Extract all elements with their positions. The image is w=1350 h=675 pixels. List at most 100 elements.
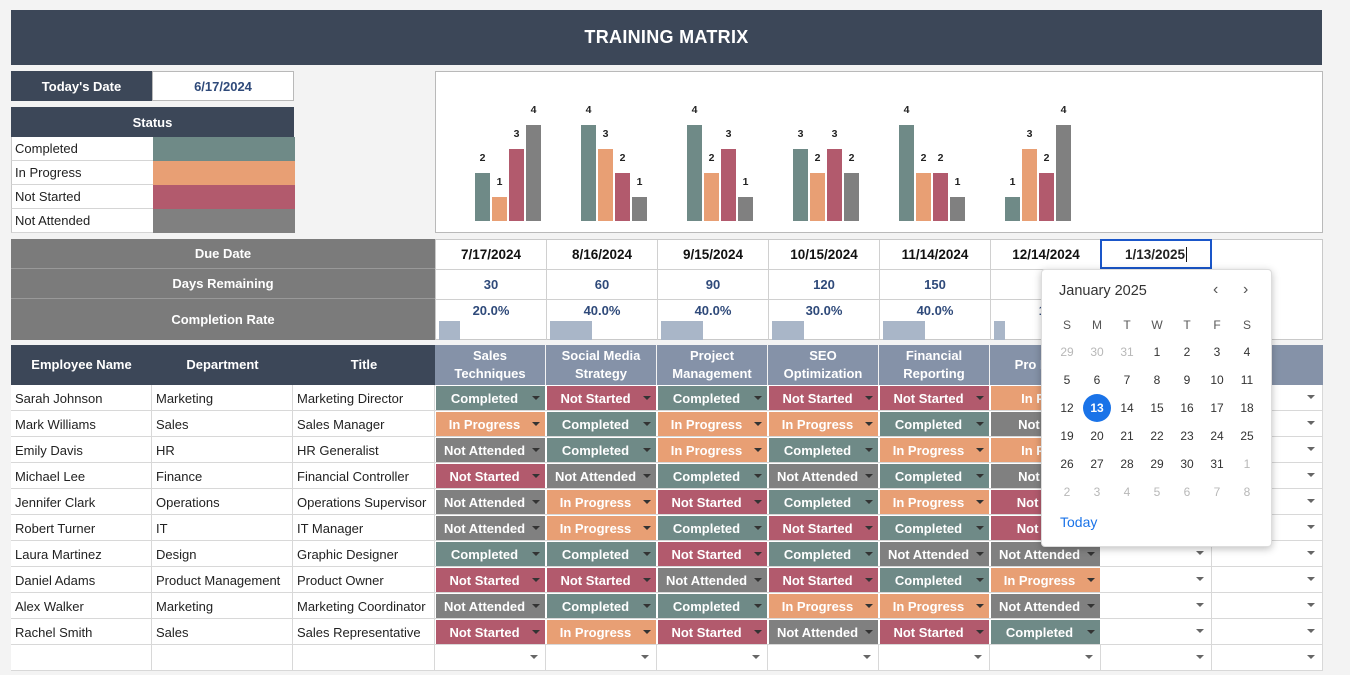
status-dropdown[interactable]: In Progress: [880, 594, 989, 618]
dropdown-arrow-icon[interactable]: [1307, 551, 1315, 555]
calendar-day[interactable]: 11: [1240, 373, 1254, 387]
status-dropdown[interactable]: Completed: [769, 438, 878, 462]
department-cell[interactable]: Marketing: [152, 385, 293, 411]
calendar-day[interactable]: 29: [1060, 345, 1074, 359]
dropdown-arrow-icon[interactable]: [643, 604, 651, 608]
calendar-day[interactable]: 23: [1180, 429, 1194, 443]
dropdown-arrow-icon[interactable]: [532, 448, 540, 452]
calendar-day[interactable]: 8: [1243, 485, 1251, 499]
calendar-day[interactable]: 3: [1213, 345, 1221, 359]
empty-status-cell[interactable]: [1101, 593, 1212, 619]
dropdown-arrow-icon[interactable]: [643, 422, 651, 426]
dropdown-arrow-icon[interactable]: [643, 578, 651, 582]
status-dropdown[interactable]: Not Attended: [436, 438, 545, 462]
dropdown-arrow-icon[interactable]: [530, 655, 538, 659]
calendar-day[interactable]: 5: [1063, 373, 1071, 387]
dropdown-arrow-icon[interactable]: [865, 448, 873, 452]
calendar-day[interactable]: 5: [1153, 485, 1161, 499]
empty-status-cell[interactable]: [879, 645, 990, 671]
employee-name-cell[interactable]: Robert Turner: [11, 515, 152, 541]
dropdown-arrow-icon[interactable]: [1087, 630, 1095, 634]
department-cell[interactable]: Finance: [152, 463, 293, 489]
status-dropdown[interactable]: Completed: [880, 412, 989, 436]
empty-status-cell[interactable]: [657, 645, 768, 671]
status-dropdown[interactable]: In Progress: [547, 516, 656, 540]
calendar-day[interactable]: 4: [1243, 345, 1251, 359]
dropdown-arrow-icon[interactable]: [976, 500, 984, 504]
empty-status-cell[interactable]: [1212, 593, 1323, 619]
department-cell[interactable]: Sales: [152, 619, 293, 645]
department-cell[interactable]: Product Management: [152, 567, 293, 593]
title-cell[interactable]: IT Manager: [293, 515, 435, 541]
title-cell[interactable]: HR Generalist: [293, 437, 435, 463]
calendar-day[interactable]: 2: [1063, 485, 1071, 499]
status-dropdown[interactable]: Not Started: [769, 568, 878, 592]
todays-date-value[interactable]: 6/17/2024: [152, 71, 294, 101]
calendar-day[interactable]: 3: [1093, 485, 1101, 499]
calendar-day[interactable]: 6: [1093, 373, 1101, 387]
dropdown-arrow-icon[interactable]: [1196, 551, 1204, 555]
empty-status-cell[interactable]: [1212, 619, 1323, 645]
status-dropdown[interactable]: In Progress: [658, 412, 767, 436]
status-dropdown[interactable]: In Progress: [991, 568, 1100, 592]
title-cell[interactable]: Financial Controller: [293, 463, 435, 489]
status-dropdown[interactable]: Not Attended: [547, 464, 656, 488]
empty-status-cell[interactable]: [990, 645, 1101, 671]
dropdown-arrow-icon[interactable]: [643, 396, 651, 400]
date-picker[interactable]: January 2025 ‹ › S M T W T F S 29 30 31 1 2 3 4 5 6 7 8 9 1…: [1041, 269, 1272, 547]
status-dropdown[interactable]: Not Started: [547, 386, 656, 410]
calendar-day[interactable]: 6: [1183, 485, 1191, 499]
days-remaining-cell[interactable]: 60: [547, 270, 657, 300]
status-dropdown[interactable]: Completed: [880, 516, 989, 540]
dropdown-arrow-icon[interactable]: [532, 396, 540, 400]
calendar-day[interactable]: 1: [1243, 457, 1251, 471]
dropdown-arrow-icon[interactable]: [865, 396, 873, 400]
due-date-cell[interactable]: 8/16/2024: [547, 240, 657, 270]
calendar-day[interactable]: 1: [1153, 345, 1161, 359]
employee-name-cell[interactable]: Mark Williams: [11, 411, 152, 437]
empty-status-cell[interactable]: [1101, 567, 1212, 593]
completion-rate-cell[interactable]: 20.0%: [436, 300, 546, 340]
completion-rate-cell[interactable]: 40.0%: [547, 300, 657, 340]
status-dropdown[interactable]: Completed: [769, 542, 878, 566]
dropdown-arrow-icon[interactable]: [532, 422, 540, 426]
dropdown-arrow-icon[interactable]: [532, 552, 540, 556]
dropdown-arrow-icon[interactable]: [1087, 604, 1095, 608]
column-header[interactable]: Title: [293, 345, 435, 385]
status-dropdown[interactable]: Not Attended: [769, 620, 878, 644]
dropdown-arrow-icon[interactable]: [643, 630, 651, 634]
calendar-day[interactable]: 14: [1120, 401, 1134, 415]
empty-status-cell[interactable]: [1212, 437, 1323, 463]
status-dropdown[interactable]: In Progress: [658, 438, 767, 462]
title-cell[interactable]: Sales Representative: [293, 619, 435, 645]
calendar-day[interactable]: 31: [1210, 457, 1224, 471]
employee-name-cell[interactable]: Sarah Johnson: [11, 385, 152, 411]
status-dropdown[interactable]: Not Attended: [769, 464, 878, 488]
column-header[interactable]: Department: [152, 345, 293, 385]
calendar-day[interactable]: 28: [1120, 457, 1134, 471]
calendar-day[interactable]: 12: [1060, 401, 1074, 415]
status-dropdown[interactable]: Not Attended: [436, 490, 545, 514]
calendar-day[interactable]: 25: [1240, 429, 1254, 443]
empty-status-cell[interactable]: [1212, 567, 1323, 593]
status-dropdown[interactable]: Not Started: [547, 568, 656, 592]
status-dropdown[interactable]: Not Started: [769, 516, 878, 540]
dropdown-arrow-icon[interactable]: [1307, 655, 1315, 659]
dropdown-arrow-icon[interactable]: [865, 474, 873, 478]
dropdown-arrow-icon[interactable]: [532, 630, 540, 634]
calendar-day[interactable]: 30: [1180, 457, 1194, 471]
dropdown-arrow-icon[interactable]: [754, 630, 762, 634]
dropdown-arrow-icon[interactable]: [1196, 629, 1204, 633]
empty-status-cell[interactable]: [1212, 489, 1323, 515]
title-cell[interactable]: Sales Manager: [293, 411, 435, 437]
calendar-day[interactable]: 2: [1183, 345, 1191, 359]
due-date-cell[interactable]: 7/17/2024: [436, 240, 546, 270]
empty-status-cell[interactable]: [1101, 541, 1212, 567]
empty-status-cell[interactable]: [1212, 515, 1323, 541]
status-dropdown[interactable]: Completed: [436, 542, 545, 566]
employee-name-cell[interactable]: Michael Lee: [11, 463, 152, 489]
status-dropdown[interactable]: Completed: [658, 386, 767, 410]
days-remaining-cell[interactable]: 120: [769, 270, 879, 300]
department-cell[interactable]: Sales: [152, 411, 293, 437]
